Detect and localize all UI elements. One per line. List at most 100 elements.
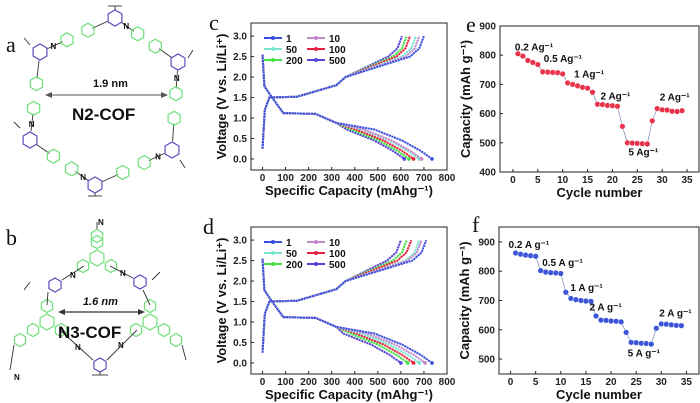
data-point [514, 50, 521, 57]
legend-marker [271, 251, 275, 255]
x-tick-label: 30 [656, 377, 668, 388]
series-1-discharge-curve [261, 54, 433, 160]
bond [106, 329, 138, 361]
x-tick-label: 0 [260, 173, 266, 184]
phenyl-ring [76, 258, 90, 274]
nitrogen-atom-label: N [123, 22, 129, 31]
phenyl-ring [40, 298, 54, 314]
legend-marker [314, 36, 318, 40]
bond [142, 289, 151, 306]
phenyl-ring [26, 322, 40, 338]
data-point [613, 318, 620, 325]
series-1-charge-curve [261, 35, 425, 149]
x-tick-label: 700 [416, 173, 433, 184]
panel-label-c: c [209, 10, 219, 35]
y-tick-label: 600 [479, 109, 496, 120]
x-tick-label: 200 [300, 377, 317, 388]
nitrogen-atom-label: N [174, 74, 180, 83]
legend-label: 100 [329, 249, 346, 260]
data-point [618, 318, 625, 325]
data-point [639, 140, 646, 147]
benzene-ring [170, 53, 186, 71]
benzene-ring [164, 141, 180, 159]
data-point [628, 339, 635, 346]
biphenyl-ring [64, 161, 79, 177]
data-point [517, 251, 524, 258]
data-point [608, 317, 615, 324]
y-tick-label: 1.5 [233, 93, 247, 104]
legend-label: 200 [286, 56, 303, 67]
nitrogen-atom-label: N [75, 343, 81, 352]
x-tick-label: 200 [300, 173, 317, 184]
series-1-charge-curve [261, 239, 428, 353]
x-axis-title: Specific Capacity (mAhg⁻¹) [265, 387, 433, 402]
series-200-end-marker [406, 361, 410, 365]
data-point [567, 295, 574, 302]
data-point [644, 140, 651, 147]
data-point [603, 317, 610, 324]
data-point [624, 139, 631, 146]
data-point [592, 313, 599, 320]
y-tick-label: 2.5 [233, 52, 247, 63]
panel-label-f: f [472, 212, 480, 237]
data-point [542, 269, 549, 276]
nitrogen-atom-label: N [29, 120, 35, 129]
phenyl-ring [13, 332, 27, 348]
y-tick-label: 0.0 [233, 358, 247, 369]
phenyl-ring [104, 258, 118, 274]
series-200-end-marker [407, 157, 411, 161]
data-point [643, 340, 650, 347]
data-point [587, 298, 594, 305]
x-tick-label: 5 [535, 175, 541, 186]
y-tick-label: 400 [479, 168, 496, 179]
biphenyl-ring [167, 110, 181, 126]
x-tick-label: 20 [607, 175, 619, 186]
rate-annotation: 1 A g⁻¹ [570, 283, 603, 294]
bond [9, 344, 15, 371]
data-point [527, 252, 534, 259]
y-tick-label: 1.0 [233, 113, 247, 124]
x-tick-label: 700 [416, 377, 433, 388]
biphenyl-ring [137, 154, 151, 171]
phenyl-ring [169, 332, 183, 348]
data-point [598, 317, 605, 324]
chart-panel-d: 0 100 200 300 400 500 600 700 800 0.0 0.5 1.0 1.5 2.0… [214, 226, 456, 402]
x-tick-label: 20 [605, 377, 617, 388]
data-point [634, 140, 641, 147]
biphenyl-ring [131, 26, 145, 42]
data-point [547, 269, 554, 276]
bond [23, 37, 31, 46]
legend-label: 500 [329, 56, 346, 67]
y-tick-label: 1.0 [233, 317, 247, 328]
biphenyl-ring [46, 148, 61, 164]
data-point [524, 57, 531, 64]
x-tick-label: 500 [369, 377, 386, 388]
data-point [522, 252, 529, 259]
legend-label: 10 [329, 238, 341, 249]
data-point [594, 101, 601, 108]
x-tick-label: 600 [393, 173, 410, 184]
legend-marker [271, 47, 275, 51]
nitrogen-atom-label: N [70, 271, 76, 280]
biphenyl-ring [81, 22, 95, 38]
y-axis-title: Capacity (mAh g⁻¹) [458, 40, 473, 158]
series-10-end-marker [419, 157, 424, 161]
biphenyl-ring [60, 32, 74, 48]
bond [172, 123, 175, 142]
y-tick-label: 2.0 [233, 73, 247, 84]
x-tick-label: 400 [346, 377, 363, 388]
arrowhead-right-icon [161, 92, 168, 98]
nitrogen-atom-label: N [120, 269, 126, 278]
data-point [562, 289, 569, 296]
data-point [534, 61, 541, 68]
legend-marker [271, 240, 275, 244]
series-500-discharge-curve [261, 258, 402, 364]
legend-marker [314, 240, 318, 244]
benzene-ring [32, 43, 48, 61]
nitrogen-atom-label: N [155, 152, 161, 161]
biphenyl-ring [26, 100, 41, 116]
bond [59, 329, 94, 361]
arrowhead-left-icon [45, 92, 52, 98]
y-tick-label: 500 [478, 355, 495, 366]
